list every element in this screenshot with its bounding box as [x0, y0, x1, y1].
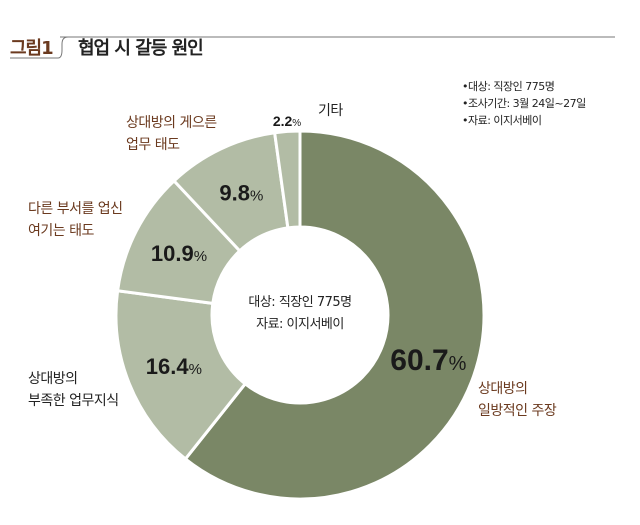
label-line: 부족한 업무지식 — [28, 393, 119, 409]
chart-title: 협업 시 갈등 원인 — [78, 38, 204, 59]
center-text: 대상: 직장인 775명 자료: 이지서베이 — [228, 292, 372, 336]
note-source: •자료: 이지서베이 — [462, 114, 542, 127]
note-target: •대상: 직장인 775명 — [462, 80, 555, 93]
label-line: 상대방의 — [478, 381, 528, 397]
label-line: 상대방의 — [28, 371, 78, 387]
label-line: 다른 부서를 업신 — [28, 201, 123, 217]
label-other: 기타 — [318, 100, 343, 122]
label-line: 상대방의 게으른 — [126, 115, 217, 131]
figure-label: 그림1 — [10, 38, 54, 59]
label-line: 기타 — [318, 103, 343, 119]
center-source: 자료: 이지서베이 — [256, 317, 344, 332]
header-bracket — [10, 36, 69, 59]
slice-1 — [114, 289, 248, 462]
slice-4 — [272, 129, 302, 230]
label-line: 업무 태도 — [126, 137, 180, 153]
label-line: 일방적인 주장 — [478, 403, 557, 419]
slice-0 — [183, 129, 486, 501]
value-label-4: 2.2% — [273, 113, 301, 129]
note-period: •조사기간: 3월 24일~27일 — [462, 97, 586, 110]
center-target: 대상: 직장인 775명 — [248, 295, 352, 310]
label-line: 여기는 태도 — [28, 223, 94, 239]
survey-notes: •대상: 직장인 775명 •조사기간: 3월 24일~27일 •자료: 이지서… — [462, 78, 586, 129]
